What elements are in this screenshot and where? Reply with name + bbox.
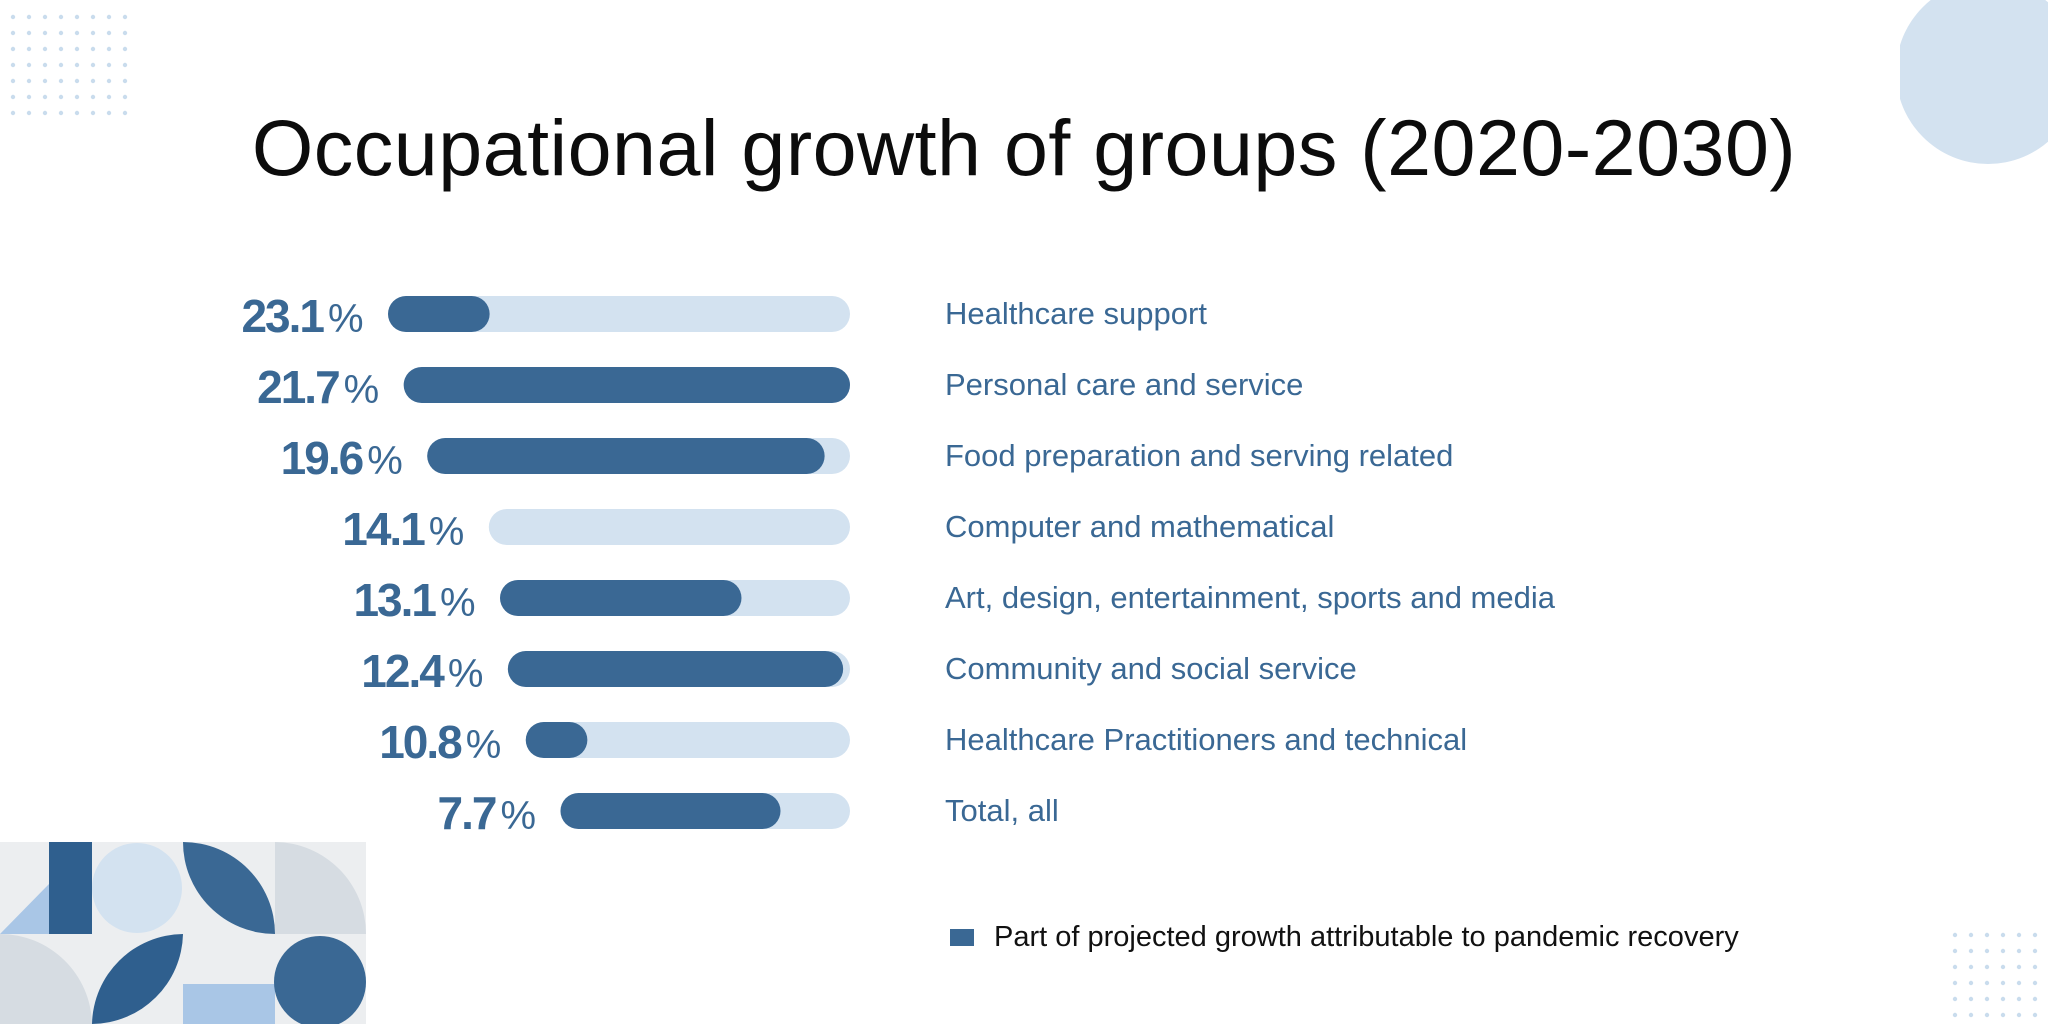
category-label: Total, all bbox=[945, 793, 1059, 828]
category-label: Art, design, entertainment, sports and m… bbox=[945, 580, 1556, 615]
value-label: 21.7 bbox=[257, 361, 339, 413]
legend-swatch bbox=[950, 928, 974, 946]
value-label: 12.4 bbox=[361, 645, 445, 697]
bar-track bbox=[525, 722, 850, 758]
percent-sign: % bbox=[500, 794, 536, 838]
legend-label: Part of projected growth attributable to… bbox=[994, 920, 1739, 953]
bar-fill-pandemic-recovery bbox=[500, 580, 742, 616]
legend: Part of projected growth attributable to… bbox=[950, 917, 1739, 957]
dot-grid-top-left bbox=[10, 14, 128, 116]
percent-sign: % bbox=[367, 439, 403, 483]
bar-fill-pandemic-recovery bbox=[525, 722, 588, 758]
bar-fill-pandemic-recovery bbox=[560, 793, 781, 829]
percent-sign: % bbox=[429, 510, 465, 554]
percent-sign: % bbox=[440, 581, 476, 625]
circle-decoration-top-right bbox=[1900, 0, 2048, 164]
bar-track bbox=[388, 296, 850, 332]
bar-fill-pandemic-recovery bbox=[388, 296, 490, 332]
dot-grid-bottom-right bbox=[1952, 932, 2038, 1018]
value-label: 7.7 bbox=[438, 787, 496, 839]
category-label: Food preparation and serving related bbox=[945, 438, 1453, 473]
category-label: Healthcare Practitioners and technical bbox=[945, 722, 1467, 757]
page-title: Occupational growth of groups (2020-2030… bbox=[251, 103, 1797, 192]
bar-fill-pandemic-recovery bbox=[507, 651, 844, 687]
bar-track bbox=[488, 509, 850, 545]
percent-sign: % bbox=[344, 368, 380, 412]
percent-sign: % bbox=[466, 723, 502, 767]
value-label: 23.1 bbox=[241, 290, 324, 342]
value-label: 13.1 bbox=[353, 574, 436, 626]
percent-sign: % bbox=[328, 297, 364, 341]
bar-fill-pandemic-recovery bbox=[403, 367, 850, 403]
value-label: 14.1 bbox=[342, 503, 425, 555]
category-label: Community and social service bbox=[945, 651, 1357, 686]
bar-fill-pandemic-recovery bbox=[427, 438, 825, 474]
category-label: Computer and mathematical bbox=[945, 509, 1334, 544]
category-label: Healthcare support bbox=[945, 296, 1207, 331]
geometric-pattern-bottom-left bbox=[0, 842, 366, 1024]
value-label: 19.6 bbox=[281, 432, 363, 484]
category-label: Personal care and service bbox=[945, 367, 1303, 402]
percent-sign: % bbox=[448, 652, 484, 696]
value-label: 10.8 bbox=[379, 716, 462, 768]
